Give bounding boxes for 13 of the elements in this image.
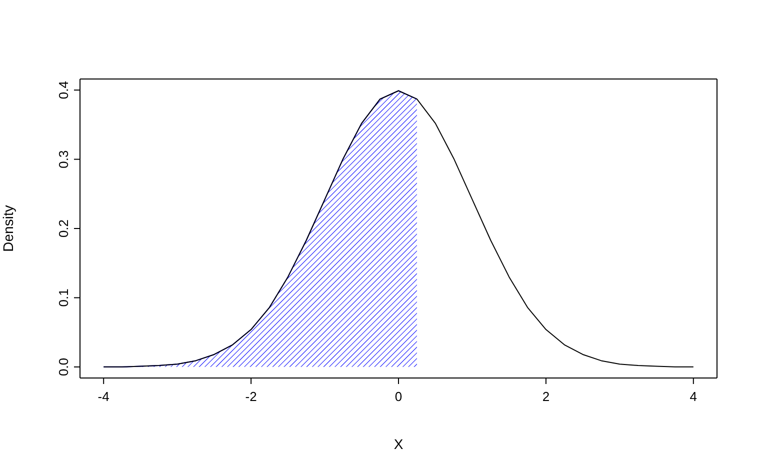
x-axis-title: X [394, 436, 404, 452]
y-tick-label: 0.4 [56, 81, 71, 100]
y-tick-label: 0.2 [56, 219, 71, 238]
x-tick-label: -2 [245, 389, 257, 404]
line-series [103, 90, 694, 368]
x-tick-label: -4 [98, 389, 110, 404]
x-tick-label: 0 [394, 389, 402, 404]
x-tick-label: 2 [542, 389, 550, 404]
y-axis-title: Density [0, 205, 16, 252]
y-tick-label: 0.0 [56, 358, 71, 376]
x-tick-label: 4 [690, 389, 698, 404]
y-tick-label: 0.1 [56, 288, 71, 307]
y-tick-label: 0.3 [56, 150, 71, 168]
